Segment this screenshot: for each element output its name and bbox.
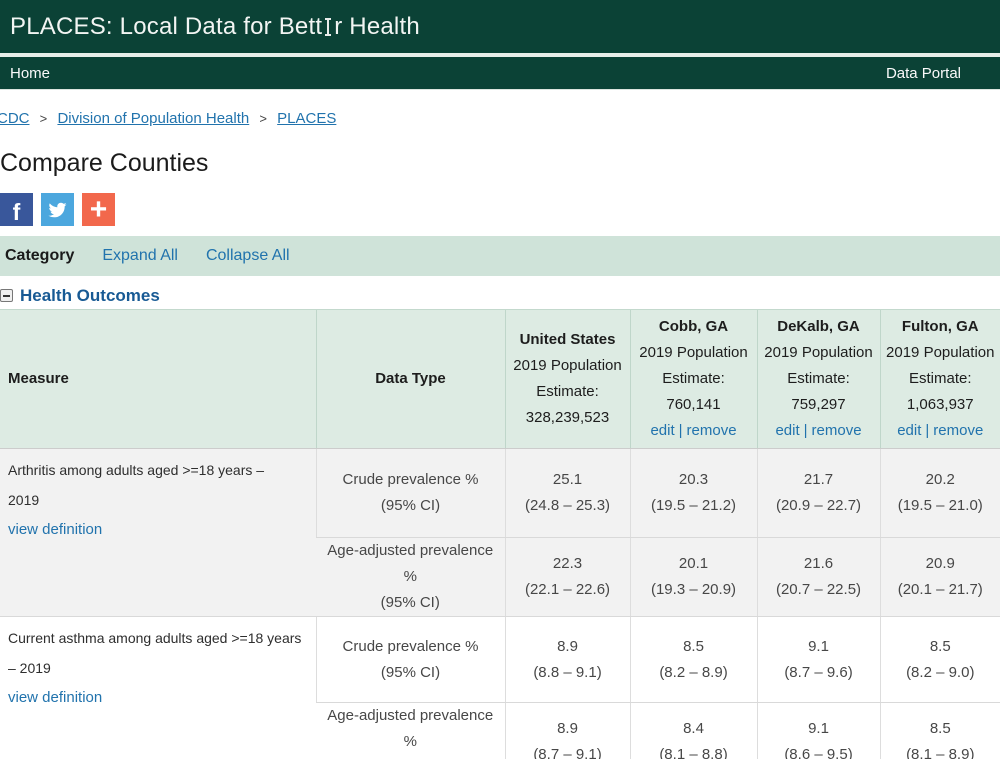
table-row: Current asthma among adults aged >=18 ye… bbox=[0, 616, 1000, 759]
population-value: 1,063,937 bbox=[906, 396, 974, 413]
measure-cell-arthritis: Arthritis among adults aged >=18 years –… bbox=[0, 448, 316, 617]
population-line: Estimate: bbox=[662, 370, 725, 387]
breadcrumb: CDC > Division of Population Health > PL… bbox=[0, 110, 1000, 127]
page-title: Compare Counties bbox=[0, 149, 209, 177]
category-label: Category bbox=[5, 247, 75, 264]
location-actions: edit | remove bbox=[758, 418, 880, 444]
breadcrumb-division-link[interactable]: Division of Population Health bbox=[57, 110, 250, 127]
value-cell-fulton: 20.9 (20.1 – 21.7) bbox=[879, 537, 1000, 617]
twitter-bird-icon bbox=[48, 202, 67, 217]
table-header-row: Measure Data Type United States 2019 Pop… bbox=[0, 309, 1000, 449]
value-cell-us: 8.9 (8.8 – 9.1) bbox=[504, 616, 630, 703]
collapse-toggle-icon[interactable] bbox=[0, 289, 13, 302]
location-name: DeKalb, GA bbox=[777, 318, 860, 335]
value-cell-us: 22.3 (22.1 – 22.6) bbox=[504, 537, 630, 617]
measure-text: – 2019 bbox=[8, 660, 51, 676]
measure-text: Current asthma among adults aged >=18 ye… bbox=[8, 630, 302, 646]
location-name: Cobb, GA bbox=[658, 318, 729, 335]
edit-location-link[interactable]: edit bbox=[775, 422, 800, 439]
section-title-link[interactable]: Health Outcomes bbox=[20, 285, 160, 305]
location-actions: edit | remove bbox=[881, 418, 1000, 444]
facebook-icon: f bbox=[12, 198, 21, 225]
view-definition-link[interactable]: view definition bbox=[8, 521, 103, 538]
banner-title-before: PLACES: Local Data for Bett bbox=[10, 12, 323, 40]
value-cell-dekalb: 9.1 (8.6 – 9.5) bbox=[756, 702, 880, 759]
twitter-share-button[interactable] bbox=[41, 193, 74, 226]
banner-title-after: r Health bbox=[334, 12, 420, 40]
location-header-fulton: Fulton, GA 2019 Population Estimate: 1,0… bbox=[879, 309, 1000, 449]
data-type-cell: Crude prevalence % (95% CI) bbox=[315, 616, 505, 703]
population-value: 760,141 bbox=[666, 396, 721, 413]
value-cell-dekalb: 21.7 (20.9 – 22.7) bbox=[756, 448, 880, 538]
location-name: United States bbox=[519, 331, 616, 348]
nav-data-portal-link[interactable]: Data Portal bbox=[885, 64, 961, 82]
value-cell-us: 25.1 (24.8 – 25.3) bbox=[504, 448, 630, 538]
value-cell-cobb: 8.5 (8.2 – 8.9) bbox=[629, 616, 757, 703]
value-cell-us: 8.9 (8.7 – 9.1) bbox=[504, 702, 630, 759]
data-type-cell: Age-adjusted prevalence %(95% CI) bbox=[316, 537, 505, 617]
category-toolbar: Category Expand All Collapse All bbox=[0, 236, 1000, 276]
data-type-cell: Crude prevalence % (95% CI) bbox=[315, 448, 505, 538]
population-line: 2019 Population bbox=[886, 344, 995, 361]
population-value: 328,239,523 bbox=[525, 409, 610, 426]
value-cell-cobb: 20.3 (19.5 – 21.2) bbox=[629, 448, 757, 538]
table-row: Age-adjusted prevalence % (95% CI) 22.3 (2… bbox=[0, 537, 1000, 617]
population-line: 2019 Population bbox=[639, 344, 748, 361]
page-banner-title: PLACES: Local Data for Bett r Health bbox=[10, 13, 420, 41]
breadcrumb-separator: > bbox=[39, 111, 48, 126]
actions-separator: | bbox=[678, 422, 683, 439]
breadcrumb-separator: > bbox=[259, 111, 267, 126]
remove-location-link[interactable]: remove bbox=[933, 422, 984, 439]
sharethis-button[interactable]: + bbox=[82, 193, 115, 226]
breadcrumb-places-link[interactable]: PLACES bbox=[277, 110, 337, 127]
actions-separator: | bbox=[803, 422, 808, 439]
collapse-all-link[interactable]: Collapse All bbox=[205, 247, 290, 264]
table-row: Age-adjusted prevalence %(95% CI) 8.9(8.… bbox=[0, 702, 1000, 759]
measure-cell-asthma: Current asthma among adults aged >=18 ye… bbox=[0, 616, 316, 759]
value-cell-cobb: 20.1 (19.3 – 20.9) bbox=[629, 537, 757, 617]
population-value: 759,297 bbox=[791, 396, 846, 413]
section-health-outcomes: Health Outcomes bbox=[0, 282, 1000, 309]
remove-location-link[interactable]: remove bbox=[811, 422, 862, 439]
value-cell-fulton: 20.2 (19.5 – 21.0) bbox=[879, 448, 1000, 538]
edit-location-link[interactable]: edit bbox=[650, 422, 675, 439]
remove-location-link[interactable]: remove bbox=[686, 422, 737, 439]
view-definition-link[interactable]: view definition bbox=[8, 689, 103, 706]
value-cell-dekalb: 21.6 (20.7 – 22.5) bbox=[756, 537, 880, 617]
edit-location-link[interactable]: edit bbox=[897, 422, 922, 439]
page-content: CDC > Division of Population Health > PL… bbox=[0, 110, 1000, 759]
location-header-dekalb: DeKalb, GA 2019 Population Estimate: 759… bbox=[756, 309, 880, 449]
app-banner: PLACES: Local Data for Bett r Health bbox=[0, 0, 1000, 53]
population-line: Estimate: bbox=[787, 370, 850, 387]
location-actions: edit | remove bbox=[631, 418, 757, 444]
population-line: 2019 Population bbox=[513, 357, 622, 374]
population-line: 2019 Population bbox=[764, 344, 873, 361]
measure-text: Arthritis among adults aged >=18 years – bbox=[8, 462, 265, 478]
location-header-united-states: United States 2019 Population Estimate: … bbox=[504, 309, 630, 449]
facebook-share-button[interactable]: f bbox=[0, 193, 33, 226]
value-cell-fulton: 8.5 (8.1 – 8.9) bbox=[879, 702, 1000, 759]
column-header-data-type: Data Type bbox=[315, 309, 505, 449]
nav-home-link[interactable]: Home bbox=[10, 64, 51, 82]
location-name: Fulton, GA bbox=[901, 318, 979, 335]
actions-separator: | bbox=[925, 422, 930, 439]
comparison-table: Measure Data Type United States 2019 Pop… bbox=[0, 309, 1000, 759]
value-cell-fulton: 8.5 (8.2 – 9.0) bbox=[879, 616, 1000, 703]
value-cell-cobb: 8.4 (8.1 – 8.8) bbox=[629, 702, 757, 759]
expand-all-link[interactable]: Expand All bbox=[102, 247, 178, 264]
location-header-cobb: Cobb, GA 2019 Population Estimate: 760,1… bbox=[629, 309, 757, 449]
column-header-measure: Measure bbox=[0, 309, 316, 449]
data-type-cell: Age-adjusted prevalence %(95% CI) bbox=[316, 702, 505, 759]
population-line: Estimate: bbox=[536, 383, 599, 400]
share-buttons: f + bbox=[0, 193, 1000, 226]
i-beam-text-cursor bbox=[322, 16, 334, 38]
value-cell-dekalb: 9.1 (8.7 – 9.6) bbox=[756, 616, 880, 703]
measure-text: 2019 bbox=[8, 492, 40, 508]
breadcrumb-cdc-link[interactable]: CDC bbox=[0, 110, 30, 127]
main-nav: Home Data Portal bbox=[0, 53, 1000, 90]
plus-icon: + bbox=[89, 192, 108, 226]
table-row: Arthritis among adults aged >=18 years –… bbox=[0, 448, 1000, 617]
population-line: Estimate: bbox=[908, 370, 972, 387]
